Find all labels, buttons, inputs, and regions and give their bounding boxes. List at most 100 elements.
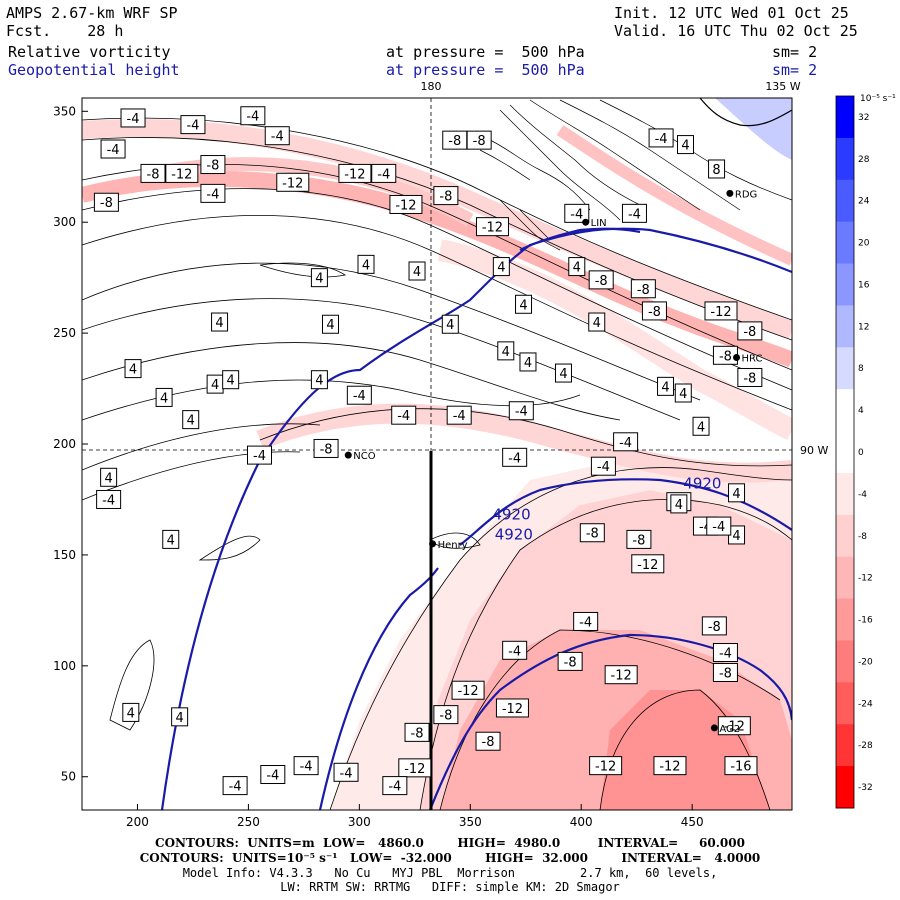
vort-label: -4 xyxy=(293,756,319,776)
vort-label: 4 xyxy=(692,416,710,436)
vort-label-box xyxy=(180,115,206,135)
station-label: RDG xyxy=(735,189,757,200)
vort-label-text: 4 xyxy=(215,316,223,331)
vort-label-box xyxy=(371,163,397,183)
footer-vort-contours: CONTOURS: UNITS=10⁻⁵ s⁻¹ LOW= -32.000 HI… xyxy=(139,851,761,865)
vort-label-text: 4 xyxy=(227,374,235,389)
vort-label: 4 xyxy=(322,314,339,334)
vort-label-box xyxy=(357,254,375,274)
vort-label-text: 4 xyxy=(679,387,687,402)
vort-label: -12 xyxy=(604,665,638,685)
vort-label-box xyxy=(240,106,266,126)
vort-label-text: -12 xyxy=(457,684,478,699)
vort-fill-weak-band xyxy=(330,460,792,810)
colorbar-swatch xyxy=(836,472,854,516)
vort-label-box xyxy=(737,321,763,341)
vort-label-box xyxy=(408,261,426,281)
vort-label-text: 4 xyxy=(211,378,219,393)
coastline xyxy=(699,98,792,127)
vort-label-box xyxy=(451,680,485,700)
vort-label: 4 xyxy=(206,374,224,394)
vort-label-text: 4 xyxy=(593,316,601,331)
vort-label: -4 xyxy=(264,126,290,146)
vort-label-text: -4 xyxy=(515,405,528,420)
height-contour-4980 xyxy=(428,633,792,810)
vort-label-text: -12 xyxy=(395,198,416,213)
vort-label: -12 xyxy=(717,716,751,736)
vort-label-box xyxy=(222,776,248,796)
vort-label: 4 xyxy=(728,483,746,503)
vort-label-text: -8 xyxy=(648,305,661,320)
vort-label: -8 xyxy=(475,731,501,751)
vort-label: 4 xyxy=(124,359,142,379)
x-tick-label: 450 xyxy=(681,815,704,829)
forecast-word: Fcst. xyxy=(6,22,52,40)
vort-label-text: -8 xyxy=(100,196,113,211)
vort-label: -8 xyxy=(712,662,738,682)
vort-label: 4 xyxy=(568,257,586,277)
vort-label: -4 xyxy=(96,489,122,509)
vort-label-box xyxy=(310,370,328,390)
vort-label-box xyxy=(93,192,119,212)
vort-label: -12 xyxy=(631,554,665,574)
colorbar-swatch xyxy=(836,724,854,767)
vort-label: 4 xyxy=(492,257,510,277)
vort-label: -8 xyxy=(737,367,763,387)
colorbar-label: 24 xyxy=(858,197,870,207)
vort-label-text: -4 xyxy=(453,409,466,424)
vort-label-text: -4 xyxy=(655,132,668,147)
vort-label-text: -8 xyxy=(473,134,486,149)
station-nco: NCO xyxy=(344,451,376,462)
vort-label: -4 xyxy=(371,163,397,183)
vort-label-text: 4 xyxy=(681,139,689,154)
vort-band-1 xyxy=(82,119,792,339)
vort-label: 4 xyxy=(677,135,694,155)
vort-label: -12 xyxy=(451,680,485,700)
vort-label-box xyxy=(165,163,199,183)
vort-label-box xyxy=(701,616,727,636)
vort-label-box xyxy=(122,702,140,722)
y-tick-label: 200 xyxy=(53,437,76,451)
vort-label: -12 xyxy=(276,172,310,192)
vort-label: 4 xyxy=(222,370,240,390)
vort-label: 4 xyxy=(155,387,173,407)
colorbar-label: -24 xyxy=(858,699,873,709)
vort-label: -4 xyxy=(260,765,286,785)
vort-label: -4 xyxy=(382,776,408,796)
vort-label-text: -4 xyxy=(628,207,641,222)
station-henry: Henry xyxy=(429,540,468,551)
vort-label-text: -4 xyxy=(353,389,366,404)
vort-label: -8 xyxy=(557,651,583,671)
vort-label-text: 4 xyxy=(524,356,532,371)
forecast-hours: 28 h xyxy=(87,22,124,40)
x-tick-label: 350 xyxy=(459,815,482,829)
vort-label: -4 xyxy=(613,432,639,452)
colorbar-label: 32 xyxy=(858,113,869,123)
vort-positive-patch xyxy=(715,98,792,160)
vort-label-box xyxy=(653,756,687,776)
vort-label: -4 xyxy=(100,139,126,159)
vort-label: -8 xyxy=(588,270,614,290)
vort-label-text: -8 xyxy=(439,709,452,724)
vort-label-text: -12 xyxy=(595,760,616,775)
field1-name: Relative vorticity xyxy=(8,43,171,61)
colorbar-label: 20 xyxy=(858,239,870,249)
vort-label: -8 xyxy=(313,438,339,458)
vort-label: 4 xyxy=(674,383,692,403)
vort-label: -8 xyxy=(200,155,226,175)
y-tick-label: 250 xyxy=(53,326,76,340)
vort-band-2 xyxy=(82,170,792,368)
vort-label: -8 xyxy=(712,345,738,365)
vort-label-box xyxy=(573,611,599,631)
colorbar-swatch xyxy=(836,640,854,683)
vort-label-text: -4 xyxy=(246,110,259,125)
vort-label-box xyxy=(557,651,583,671)
vort-label-box xyxy=(211,312,229,332)
vort-label-text: -8 xyxy=(719,666,732,681)
vort-label-text: -12 xyxy=(171,167,192,182)
x-tick-label: 300 xyxy=(348,815,371,829)
colorbar-swatch xyxy=(836,431,854,474)
field2-level: at pressure = 500 hPa xyxy=(386,61,585,79)
vort-label-text: -4 xyxy=(229,780,242,795)
vort-label-box xyxy=(398,758,432,778)
